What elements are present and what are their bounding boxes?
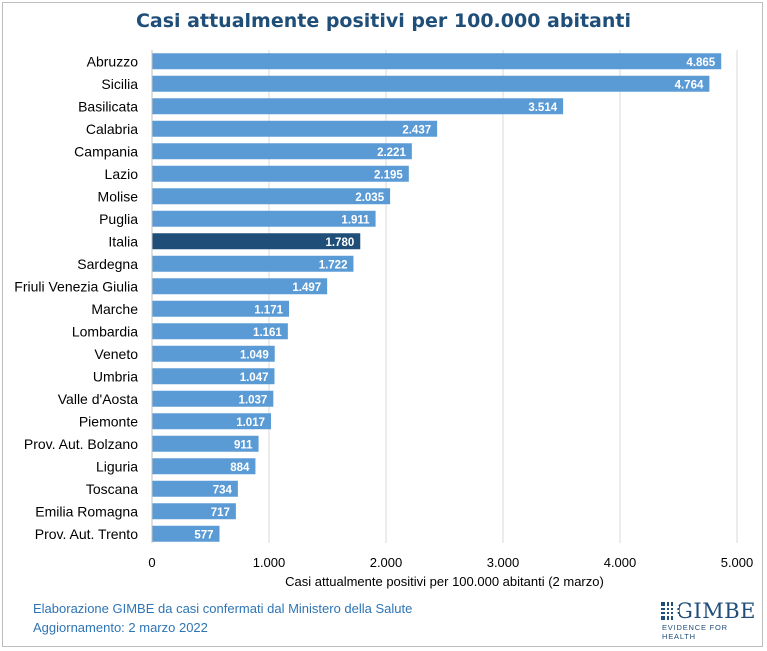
grid-logo-icon bbox=[661, 602, 680, 620]
bar bbox=[152, 458, 256, 475]
bar-value-label: 2.195 bbox=[374, 169, 403, 181]
category-label: Emilia Romagna bbox=[35, 503, 138, 519]
bar-value-label: 2.221 bbox=[377, 147, 406, 159]
bar bbox=[152, 188, 391, 205]
category-label: Sardegna bbox=[77, 256, 138, 272]
bar bbox=[152, 345, 275, 362]
bar-value-label: 4.764 bbox=[675, 79, 704, 91]
bar-value-label: 1.161 bbox=[253, 327, 282, 339]
bar-value-label: 1.049 bbox=[240, 349, 269, 361]
category-label: Lombardia bbox=[72, 323, 138, 339]
footer-source: Elaborazione GIMBE da casi confermati da… bbox=[33, 601, 413, 616]
bar bbox=[152, 98, 564, 115]
category-label: Marche bbox=[91, 301, 138, 317]
bar-value-label: 1.047 bbox=[240, 372, 269, 384]
category-label: Molise bbox=[98, 188, 139, 204]
bar bbox=[152, 143, 412, 160]
footer-update: Aggiornamento: 2 marzo 2022 bbox=[33, 620, 208, 635]
category-label: Puglia bbox=[99, 211, 138, 227]
bar bbox=[152, 255, 354, 272]
category-label: Prov. Aut. Bolzano bbox=[24, 436, 138, 452]
bar bbox=[152, 300, 290, 317]
bar bbox=[152, 75, 710, 92]
logo-name: GIMBE bbox=[676, 599, 756, 623]
category-label: Valle d'Aosta bbox=[58, 391, 138, 407]
category-label: Calabria bbox=[86, 121, 138, 137]
category-label: Prov. Aut. Trento bbox=[35, 526, 138, 542]
chart-title: Casi attualmente positivi per 100.000 ab… bbox=[135, 10, 631, 32]
x-tick-label: 0 bbox=[148, 555, 155, 570]
bar bbox=[152, 480, 238, 497]
x-tick-label: 5.000 bbox=[721, 555, 754, 570]
x-tick-label: 2.000 bbox=[370, 555, 403, 570]
category-label: Abruzzo bbox=[87, 53, 139, 69]
bar-value-label: 577 bbox=[194, 529, 213, 541]
bar-value-label: 4.865 bbox=[686, 57, 715, 69]
bar bbox=[152, 390, 274, 407]
bar bbox=[152, 210, 376, 227]
bar-chart: 0 1.000 2.000 3.000 4.000 5.000 4.865 Abruzzo 4.… bbox=[14, 50, 754, 589]
category-label: Sicilia bbox=[101, 76, 138, 92]
x-tick-label: 4.000 bbox=[604, 555, 637, 570]
bar-value-label: 1.497 bbox=[292, 282, 321, 294]
category-label: Veneto bbox=[94, 346, 138, 362]
bar bbox=[152, 368, 275, 385]
bar-value-label: 1.911 bbox=[341, 214, 370, 226]
x-axis-title: Casi attualmente positivi per 100.000 ab… bbox=[285, 574, 604, 589]
bar-value-label: 717 bbox=[211, 507, 230, 519]
bar bbox=[152, 525, 220, 542]
category-label: Basilicata bbox=[78, 98, 138, 114]
bar bbox=[152, 278, 328, 295]
logo-tagline: EVIDENCE FOR HEALTH bbox=[662, 623, 728, 641]
bar bbox=[152, 435, 259, 452]
bar bbox=[152, 120, 438, 137]
x-tick-label: 1.000 bbox=[253, 555, 286, 570]
category-label: Lazio bbox=[105, 166, 139, 182]
bar-value-label: 1.017 bbox=[236, 417, 265, 429]
bar bbox=[152, 165, 409, 182]
bar-value-label: 1.780 bbox=[325, 237, 354, 249]
category-label: Liguria bbox=[96, 458, 138, 474]
category-label: Italia bbox=[108, 233, 138, 249]
x-tick-label: 3.000 bbox=[487, 555, 520, 570]
bar-value-label: 1.171 bbox=[254, 304, 283, 316]
category-label: Toscana bbox=[86, 481, 138, 497]
bar-value-label: 1.037 bbox=[239, 394, 268, 406]
category-label: Campania bbox=[74, 143, 138, 159]
bar-value-label: 2.437 bbox=[402, 124, 431, 136]
bar bbox=[152, 53, 722, 70]
bar-value-label: 3.514 bbox=[528, 102, 557, 114]
footer: Elaborazione GIMBE da casi confermati da… bbox=[33, 599, 412, 637]
category-label: Piemonte bbox=[79, 413, 138, 429]
category-label: Umbria bbox=[93, 368, 138, 384]
gimbe-logo: GIMBE EVIDENCE FOR HEALTH bbox=[661, 601, 756, 641]
bar-value-label: 1.722 bbox=[319, 259, 348, 271]
bar-value-label: 2.035 bbox=[355, 192, 384, 204]
bar bbox=[152, 413, 271, 430]
bar bbox=[152, 233, 361, 250]
bar bbox=[152, 503, 236, 520]
bar bbox=[152, 323, 288, 340]
category-label: Friuli Venezia Giulia bbox=[14, 278, 138, 294]
bar-value-label: 884 bbox=[230, 462, 250, 474]
bar-value-label: 911 bbox=[234, 439, 253, 451]
bar-value-label: 734 bbox=[213, 484, 233, 496]
